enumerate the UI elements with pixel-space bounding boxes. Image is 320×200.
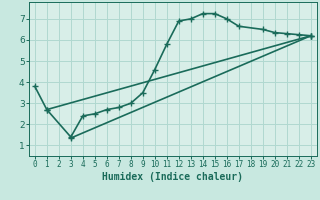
X-axis label: Humidex (Indice chaleur): Humidex (Indice chaleur) — [102, 172, 243, 182]
